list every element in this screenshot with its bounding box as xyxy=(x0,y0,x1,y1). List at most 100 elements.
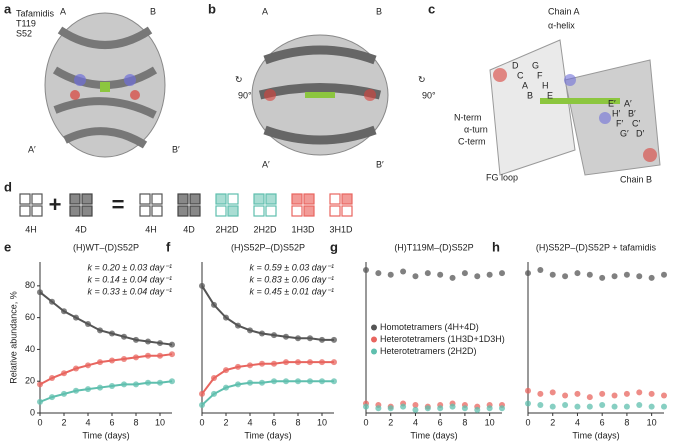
x-tick-label: 10 xyxy=(155,417,165,427)
y-axis-label: Relative abundance, % xyxy=(8,291,18,384)
panel-label: d xyxy=(4,179,12,194)
data-point xyxy=(85,362,91,369)
data-point xyxy=(211,375,217,382)
strand-label: H′ xyxy=(612,108,620,118)
x-tick-label: 4 xyxy=(247,417,252,427)
fit-line xyxy=(39,291,173,346)
strand-label: D′ xyxy=(636,128,644,138)
chain-label: B′ xyxy=(172,144,180,154)
tetramer-cell xyxy=(265,193,277,205)
tetramer-cell xyxy=(341,205,353,217)
tetramer-cell xyxy=(81,193,93,205)
data-point xyxy=(223,314,229,321)
data-point xyxy=(562,402,569,409)
strand-label: C xyxy=(517,70,524,80)
data-point xyxy=(295,359,301,366)
structure-label: C-term xyxy=(458,136,486,146)
data-point xyxy=(169,341,175,348)
data-point xyxy=(599,402,606,409)
data-point xyxy=(636,389,643,396)
data-point xyxy=(235,381,241,388)
x-tick-label: 4 xyxy=(413,417,418,427)
data-point xyxy=(387,405,394,412)
x-tick-label: 0 xyxy=(37,417,42,427)
data-point xyxy=(169,378,175,385)
data-point xyxy=(295,378,301,385)
rotation-arrow: ↻ xyxy=(418,74,426,84)
data-point xyxy=(235,322,241,329)
x-tick-label: 6 xyxy=(438,417,443,427)
structure-label: N-term xyxy=(454,112,482,122)
tetramer-cell xyxy=(329,205,341,217)
data-point xyxy=(319,378,325,385)
data-point xyxy=(307,378,313,385)
legend-entry: Tafamidis xyxy=(16,8,55,18)
tetramer-label: 4D xyxy=(75,224,87,234)
data-point xyxy=(525,400,531,407)
data-point xyxy=(623,390,630,397)
structure-label: Chain A xyxy=(548,6,580,16)
structure-b xyxy=(251,34,389,156)
data-point xyxy=(133,354,139,361)
rate-annotation: k = 0.20 ± 0.03 day⁻¹ xyxy=(88,262,173,272)
chart-title: (H)S52P–(D)S52P xyxy=(231,242,305,252)
data-point xyxy=(562,392,569,399)
data-point xyxy=(73,365,79,372)
data-point xyxy=(85,320,91,327)
tetramer-cell xyxy=(291,193,303,205)
panel-label: f xyxy=(166,239,171,254)
data-point xyxy=(85,386,91,393)
rate-annotation: k = 0.59 ± 0.03 day⁻¹ xyxy=(250,262,335,272)
data-point xyxy=(145,379,151,386)
data-point xyxy=(537,266,544,273)
data-point xyxy=(109,382,115,389)
data-point xyxy=(49,394,55,401)
x-tick-label: 8 xyxy=(133,417,138,427)
x-tick-label: 8 xyxy=(462,417,467,427)
data-point xyxy=(157,340,163,347)
data-point xyxy=(661,403,667,410)
data-point xyxy=(37,289,43,296)
data-point xyxy=(109,357,115,364)
y-tick-label: 0 xyxy=(30,407,35,417)
data-point xyxy=(307,335,313,342)
tetramer-cell xyxy=(69,193,81,205)
tetramer-cell xyxy=(19,205,31,217)
data-point xyxy=(61,390,67,397)
data-point xyxy=(199,402,205,409)
x-tick-label: 10 xyxy=(317,417,327,427)
x-tick-label: 2 xyxy=(550,417,555,427)
data-point xyxy=(648,390,655,397)
rotation-arrow: ↻ xyxy=(235,74,243,84)
data-point xyxy=(400,268,407,275)
y-tick-label: 80 xyxy=(25,280,35,290)
data-point xyxy=(574,270,581,277)
data-point xyxy=(169,351,175,358)
legend-swatch xyxy=(371,336,377,343)
data-point xyxy=(400,403,407,410)
data-point xyxy=(424,405,431,412)
data-point xyxy=(331,336,337,343)
tetramer-cell xyxy=(291,205,303,217)
tetramer-cell xyxy=(303,205,315,217)
structure-a xyxy=(44,12,166,158)
data-point xyxy=(486,271,493,278)
tetramer-label: 4D xyxy=(183,224,195,234)
legend-entry: Heterotetramers (2H2D) xyxy=(380,346,477,356)
tetramer-cell xyxy=(329,193,341,205)
data-point xyxy=(271,360,277,367)
data-point xyxy=(121,333,127,340)
data-point xyxy=(499,270,505,277)
data-point xyxy=(661,271,667,278)
data-point xyxy=(307,359,313,366)
data-point xyxy=(461,405,468,412)
x-tick-label: 0 xyxy=(363,417,368,427)
data-point xyxy=(61,370,67,377)
data-point xyxy=(157,379,163,386)
structure-label: α-turn xyxy=(464,124,488,134)
x-tick-label: 4 xyxy=(575,417,580,427)
data-point xyxy=(223,384,229,391)
data-point xyxy=(424,270,431,277)
y-tick-label: 40 xyxy=(25,344,35,354)
